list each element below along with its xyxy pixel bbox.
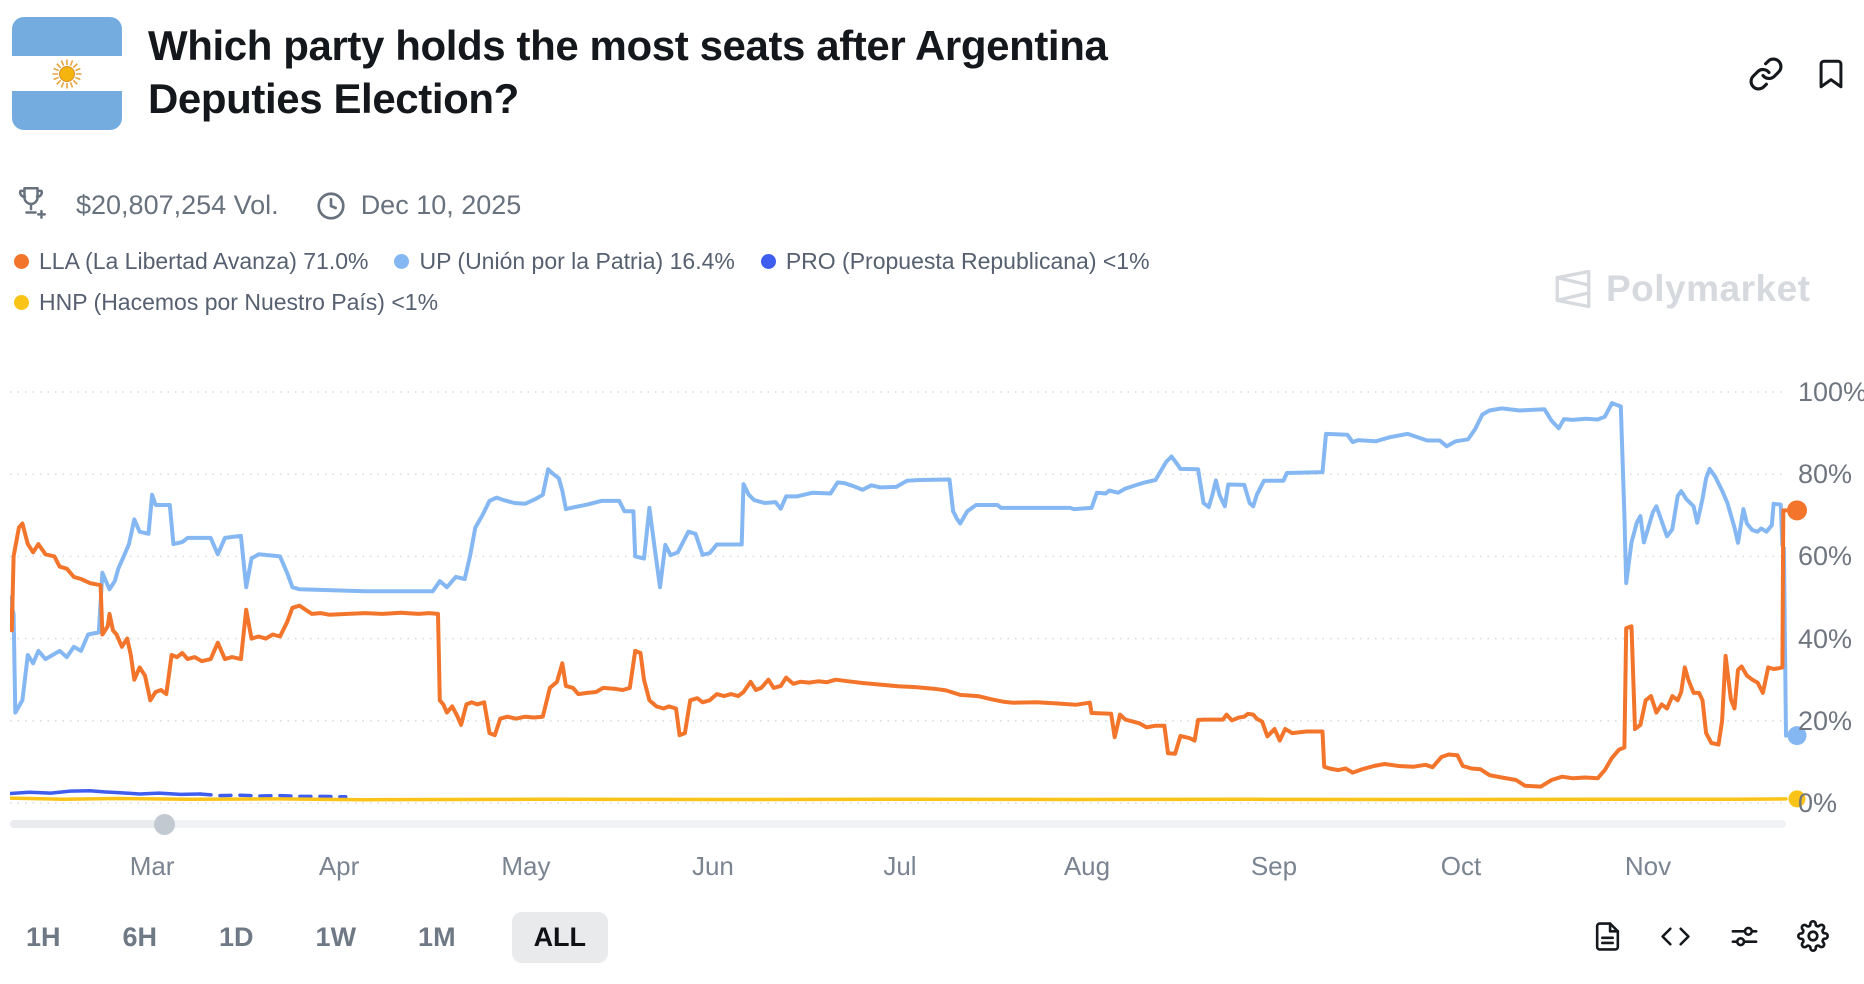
range-button-1w[interactable]: 1W (310, 912, 363, 963)
polymarket-logo-icon (1555, 269, 1591, 309)
polymarket-watermark-text: Polymarket (1606, 268, 1811, 309)
range-button-1d[interactable]: 1D (213, 912, 260, 963)
sliders-icon[interactable] (1728, 921, 1761, 952)
y-axis-label: 0% (1798, 788, 1838, 818)
series-line (8, 796, 1788, 802)
chart-canvas[interactable] (8, 385, 1810, 821)
legend-item[interactable]: HNP (Hacemos por Nuestro País) <1% (14, 289, 438, 316)
y-axis-label: 20% (1798, 705, 1853, 736)
code-icon[interactable] (1659, 921, 1692, 952)
legend-label: PRO (Propuesta Republicana) <1% (785, 248, 1150, 274)
copy-link-icon[interactable] (1748, 56, 1784, 92)
time-range-buttons: 1H 6H 1D 1W 1M ALL (20, 912, 609, 963)
legend-row: LLA (La Libertad Avanza) 71.0% UP (Unión … (14, 248, 1314, 275)
volume-text: $20,807,254 Vol. (76, 190, 279, 220)
legend-item[interactable]: PRO (Propuesta Republicana) <1% (760, 248, 1150, 275)
range-button-1m[interactable]: 1M (412, 912, 462, 963)
legend-dot (760, 254, 776, 269)
market-title: Which party holds the most seats after A… (148, 22, 1108, 122)
series-end-dot (1787, 726, 1807, 746)
legend-row: HNP (Hacemos por Nuestro País) <1% (14, 289, 1314, 316)
flag-stripe (12, 17, 122, 56)
flag-stripe (12, 91, 122, 130)
series-end-dot (1787, 500, 1807, 521)
polymarket-watermark: Polymarket (1552, 268, 1811, 310)
bookmark-icon[interactable] (1814, 56, 1848, 92)
header-actions (1748, 56, 1848, 92)
x-axis-label: Nov (1624, 851, 1672, 881)
market-stats: $20,807,254 Vol. Dec 10, 2025 (14, 184, 521, 227)
x-axis-label: Jun (691, 851, 734, 881)
probability-chart[interactable] (8, 385, 1810, 821)
y-axis-label: 40% (1798, 623, 1853, 654)
series-line (8, 788, 202, 797)
legend-label: HNP (Hacemos por Nuestro País) <1% (39, 289, 439, 315)
y-axis-label: 60% (1798, 541, 1853, 572)
x-axis-label: Oct (1440, 851, 1482, 881)
series-line (8, 508, 1788, 789)
series-line (198, 792, 348, 799)
y-axis-label: 100% (1798, 377, 1864, 407)
series-end-dot (1788, 790, 1806, 808)
series-line (8, 401, 1788, 738)
legend-dot (14, 254, 29, 269)
range-button-1h[interactable]: 1H (20, 912, 67, 963)
argentina-flag-icon (12, 17, 122, 130)
trophy-plus-icon[interactable] (14, 184, 48, 227)
legend-label: LLA (La Libertad Avanza) 71.0% (39, 248, 369, 274)
x-axis-label: May (501, 851, 551, 881)
legend-label: UP (Unión por la Patria) 16.4% (419, 248, 735, 274)
timeline-scrubber-trail (10, 820, 164, 828)
x-axis-label: Apr (318, 851, 360, 881)
x-axis-label: Jul (883, 851, 917, 881)
y-axis-label: 80% (1798, 459, 1853, 490)
x-axis-label: Sep (1250, 851, 1298, 881)
end-date-text: Dec 10, 2025 (360, 190, 522, 220)
document-icon[interactable] (1592, 921, 1623, 952)
timeline-scrubber-track[interactable] (10, 820, 1786, 828)
gear-icon[interactable] (1797, 920, 1829, 952)
sun-of-may-icon (52, 59, 82, 88)
legend-item[interactable]: UP (Unión por la Patria) 16.4% (394, 248, 735, 275)
clock-icon (315, 190, 347, 222)
x-axis-label: Mar (129, 851, 175, 881)
chart-tools (1592, 920, 1829, 952)
legend-item[interactable]: LLA (La Libertad Avanza) 71.0% (14, 248, 368, 275)
range-button-6h[interactable]: 6H (117, 912, 164, 963)
x-axis-label: Aug (1063, 851, 1111, 881)
legend-dot (394, 254, 410, 269)
timeline-scrubber-handle[interactable] (153, 814, 175, 835)
legend-dot (14, 295, 29, 310)
range-button-all[interactable]: ALL (511, 912, 609, 963)
chart-legend: LLA (La Libertad Avanza) 71.0% UP (Unión … (14, 248, 1314, 330)
